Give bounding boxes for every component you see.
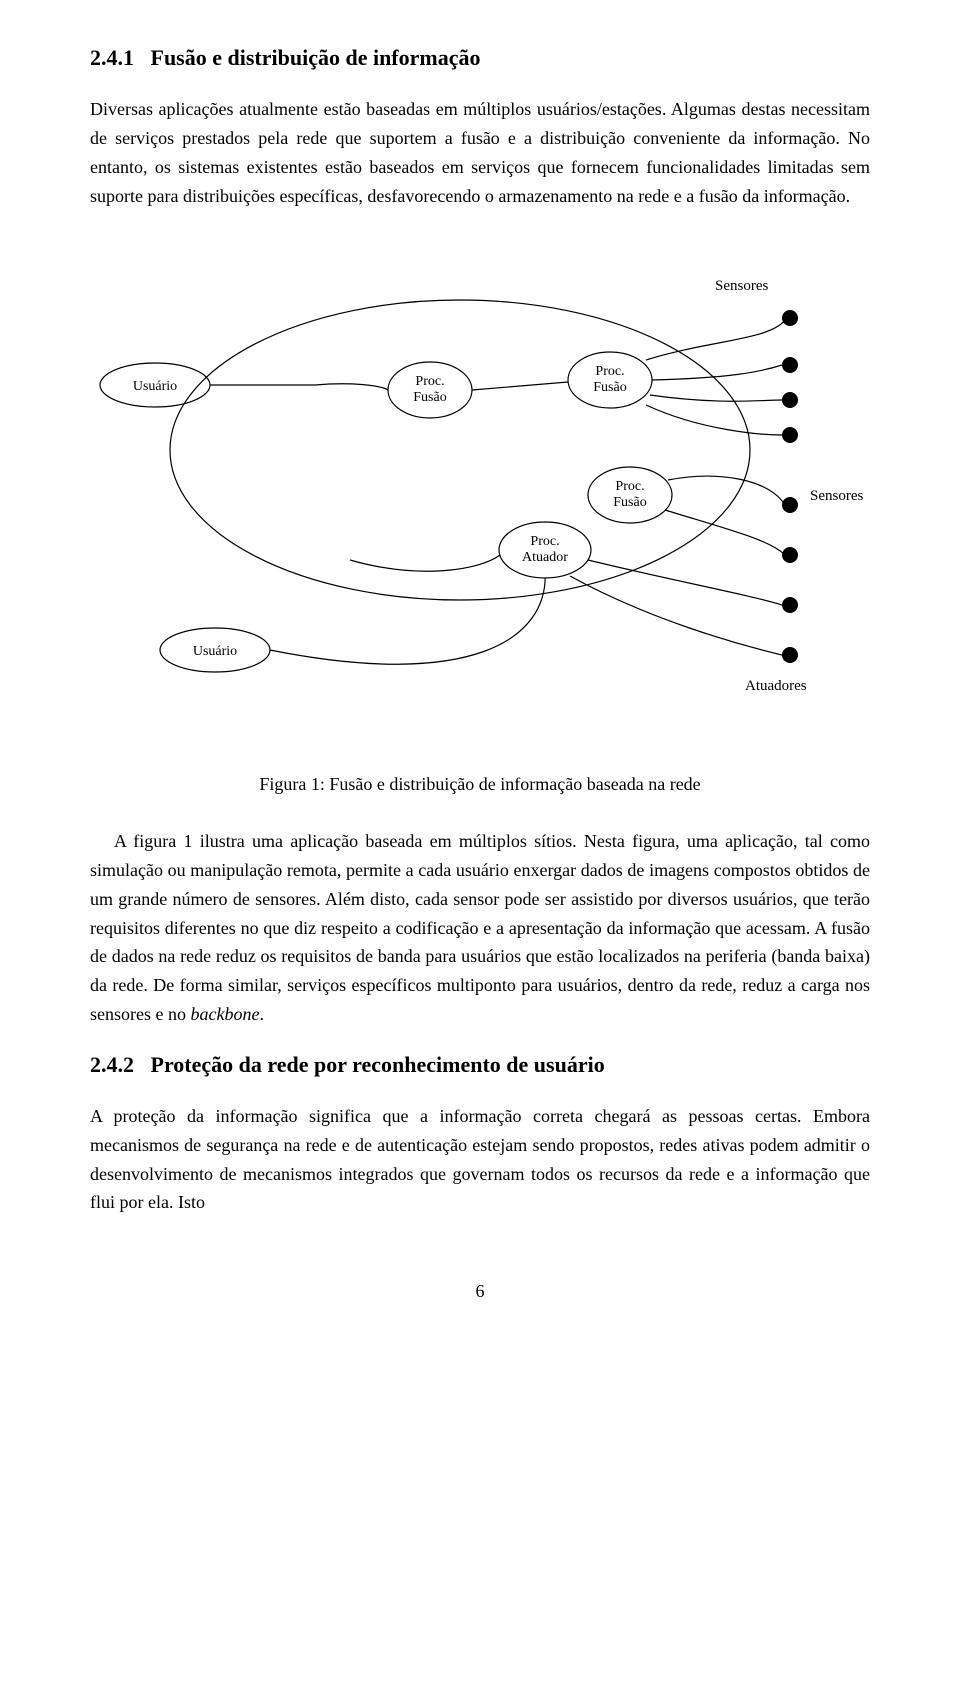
label-proc-fusao-3a: Proc. (615, 479, 644, 494)
edge-pf1-pf2 (472, 382, 568, 390)
dot-sensor-1 (782, 310, 798, 326)
section-number-2: 2.4.2 (90, 1052, 134, 1077)
dot-sensor-6 (782, 547, 798, 563)
page-number-text: 6 (476, 1281, 485, 1301)
section-heading-242: 2.4.2 Proteção da rede por reconheciment… (90, 1047, 870, 1082)
edge-cluster-c (650, 395, 782, 401)
paragraph-2-rest: Nesta figura, uma aplicação, tal como si… (90, 831, 870, 1024)
paragraph-2-end: . (259, 1004, 264, 1024)
figure-1-diagram: Usuário Usuário Proc. Fusão Proc. Fusão … (90, 250, 870, 750)
paragraph-1-text: Diversas aplicações atualmente estão bas… (90, 99, 870, 205)
label-usuario-bottom: Usuário (193, 644, 237, 659)
edge-cluster-a (646, 320, 785, 360)
figure-1-caption-text: Figura 1: Fusão e distribuição de inform… (259, 774, 700, 794)
label-sensores-top: Sensores (715, 278, 768, 294)
label-proc-atuador-b: Atuador (522, 550, 568, 565)
dot-sensor-3 (782, 392, 798, 408)
edge-cluster-e (668, 477, 785, 506)
page-number: 6 (90, 1277, 870, 1306)
label-proc-fusao-2b: Fusão (593, 380, 626, 395)
paragraph-2: A figura 1 ilustra uma aplicação baseada… (90, 827, 870, 1029)
edge-env-pf1 (315, 384, 388, 390)
paragraph-2-italic: backbone (190, 1004, 259, 1024)
edge-usuario-bottom (270, 570, 545, 664)
paragraph-3: A proteção da informação significa que a… (90, 1102, 870, 1217)
figure-1-caption: Figura 1: Fusão e distribuição de inform… (90, 770, 870, 799)
paragraph-1: Diversas aplicações atualmente estão bas… (90, 95, 870, 210)
paragraph-3-text: A proteção da informação significa que a… (90, 1106, 870, 1212)
section-title: Fusão e distribuição de informação (151, 45, 481, 70)
edge-cluster-d (646, 405, 782, 435)
label-proc-fusao-1a: Proc. (415, 374, 444, 389)
edge-env-atuador (350, 555, 500, 571)
label-proc-fusao-1b: Fusão (413, 390, 446, 405)
label-proc-fusao-2a: Proc. (595, 364, 624, 379)
dot-atuador-2 (782, 647, 798, 663)
label-atuadores: Atuadores (745, 678, 807, 694)
label-proc-atuador-a: Proc. (530, 534, 559, 549)
label-usuario-top: Usuário (133, 379, 177, 394)
edge-cluster-h (570, 576, 782, 655)
dot-sensor-4 (782, 427, 798, 443)
edge-cluster-f (665, 510, 785, 555)
paragraph-2-lead: A figura 1 ilustra uma aplicação baseada… (114, 831, 577, 851)
edge-cluster-g (588, 560, 782, 605)
section-number: 2.4.1 (90, 45, 134, 70)
dot-sensor-2 (782, 357, 798, 373)
label-proc-fusao-3b: Fusão (613, 495, 646, 510)
section-heading-241: 2.4.1 Fusão e distribuição de informação (90, 40, 870, 75)
label-sensores-right: Sensores (810, 488, 863, 504)
dot-sensor-5 (782, 497, 798, 513)
section-title-2: Proteção da rede por reconhecimento de u… (151, 1052, 605, 1077)
diagram-envelope (170, 300, 750, 600)
dot-atuador-1 (782, 597, 798, 613)
edge-cluster-b (652, 365, 782, 380)
